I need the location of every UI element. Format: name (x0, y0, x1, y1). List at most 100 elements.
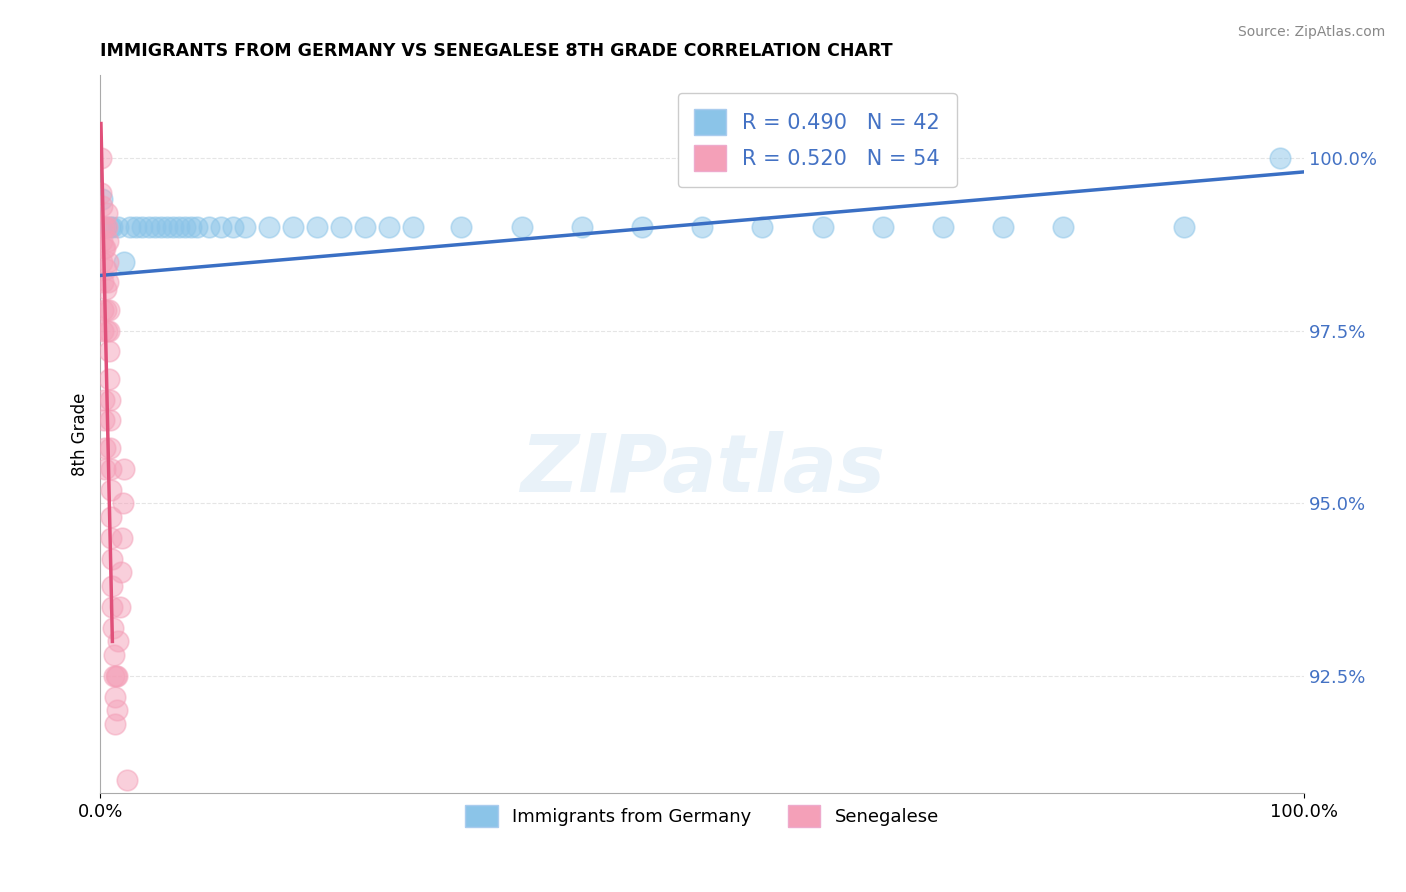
Point (125, 220, 148, 235)
Point (107, 634, 129, 648)
Point (115, 772, 138, 787)
Point (101, 220, 124, 235)
Point (97, 234, 120, 248)
Point (138, 220, 160, 235)
Point (1173, 220, 1195, 235)
Point (105, 669, 128, 683)
Point (402, 220, 425, 235)
Point (101, 551, 124, 566)
Point (96, 303, 118, 318)
Point (932, 220, 955, 235)
Point (96, 324, 118, 338)
Point (378, 220, 401, 235)
Point (96, 206, 118, 220)
Point (330, 220, 353, 235)
Point (98, 441, 121, 455)
Point (101, 621, 124, 635)
Point (510, 220, 533, 235)
Point (108, 599, 131, 614)
Point (751, 220, 773, 235)
Point (571, 220, 593, 235)
Point (100, 531, 122, 545)
Point (97, 276, 120, 290)
Point (94, 282, 117, 296)
Point (120, 220, 142, 235)
Point (91, 303, 114, 318)
Point (93, 413, 115, 427)
Point (209, 220, 232, 235)
Text: IMMIGRANTS FROM GERMANY VS SENEGALESE 8TH GRADE CORRELATION CHART: IMMIGRANTS FROM GERMANY VS SENEGALESE 8T… (100, 42, 893, 60)
Point (155, 220, 177, 235)
Point (94, 241, 117, 255)
Point (110, 566, 132, 580)
Point (631, 220, 654, 235)
Point (90, 151, 112, 165)
Point (107, 220, 129, 235)
Point (991, 220, 1014, 235)
Point (103, 648, 125, 663)
Point (104, 690, 127, 704)
Point (90, 199, 112, 213)
Text: ZIPatlas: ZIPatlas (520, 431, 884, 509)
Point (94, 462, 117, 476)
Point (104, 717, 127, 731)
Legend: Immigrants from Germany, Senegalese: Immigrants from Germany, Senegalese (458, 798, 946, 835)
Point (91, 254, 114, 268)
Text: Source: ZipAtlas.com: Source: ZipAtlas.com (1237, 25, 1385, 39)
Point (93, 392, 115, 407)
Point (93, 241, 115, 255)
Point (93, 220, 115, 235)
Point (90, 186, 112, 200)
Point (180, 220, 202, 235)
Point (354, 220, 377, 235)
Point (450, 220, 472, 235)
Point (811, 220, 834, 235)
Point (173, 220, 195, 235)
Point (100, 462, 122, 476)
Point (98, 372, 121, 386)
Point (101, 599, 124, 614)
Point (1052, 220, 1074, 235)
Point (112, 254, 135, 268)
Point (197, 220, 219, 235)
Point (233, 220, 256, 235)
Point (96, 220, 118, 235)
Point (94, 261, 117, 276)
Point (96, 220, 118, 235)
Point (690, 220, 713, 235)
Point (90, 234, 112, 248)
Point (162, 220, 184, 235)
Point (112, 462, 135, 476)
Point (98, 220, 121, 235)
Point (91, 276, 114, 290)
Point (97, 303, 120, 318)
Point (98, 392, 121, 407)
Point (111, 531, 134, 545)
Point (105, 704, 128, 718)
Point (101, 579, 124, 593)
Y-axis label: 8th Grade: 8th Grade (72, 392, 89, 476)
Point (93, 441, 115, 455)
Point (97, 254, 120, 268)
Point (103, 669, 125, 683)
Point (143, 220, 166, 235)
Point (112, 496, 135, 510)
Point (94, 220, 117, 235)
Point (91, 324, 114, 338)
Point (305, 220, 328, 235)
Point (90, 193, 112, 207)
Point (186, 220, 208, 235)
Point (98, 344, 121, 359)
Point (100, 510, 122, 524)
Point (105, 669, 128, 683)
Point (222, 220, 245, 235)
Point (131, 220, 153, 235)
Point (1268, 151, 1291, 165)
Point (98, 413, 121, 427)
Point (281, 220, 304, 235)
Point (257, 220, 280, 235)
Point (100, 483, 122, 497)
Point (97, 324, 120, 338)
Point (872, 220, 894, 235)
Point (167, 220, 190, 235)
